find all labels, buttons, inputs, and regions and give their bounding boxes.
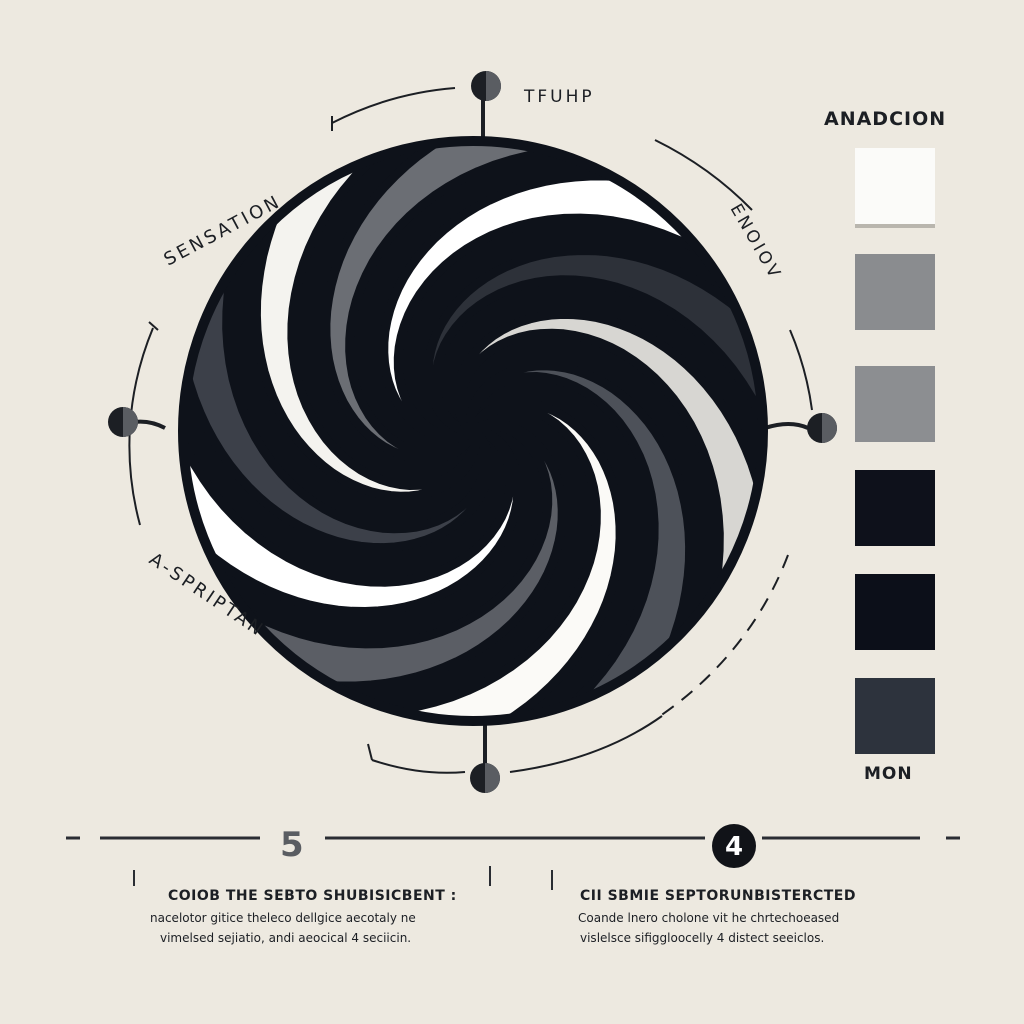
outer-ring: [128, 87, 813, 774]
spiral-core: [463, 421, 483, 441]
ring-arc-right: [789, 329, 813, 411]
spiral-disc: [178, 136, 768, 726]
legend-footer: MON: [864, 764, 913, 784]
knob-left[interactable]: [108, 407, 138, 437]
ring-arc-top-right: [654, 139, 753, 211]
caption-right-line2: vislelsce sifiggloocelly 4 distect seeic…: [580, 931, 825, 945]
caption-right-title: CII SBMIE SEPTORUNBISTERCTED: [580, 888, 856, 904]
spiral-arm: [251, 143, 480, 501]
caption-ticks: [133, 866, 553, 890]
ring-arc-bottom: [371, 759, 466, 774]
legend-swatch-6: [855, 678, 935, 754]
step-number-4: 4: [725, 832, 743, 862]
ring-arc-bottom-right: [659, 554, 789, 717]
caption-left-title: COIOB THE SEBTO SHUBISICBENT :: [168, 888, 457, 904]
legend-swatch-5: [855, 574, 935, 650]
legend-title: ANADCION: [824, 108, 947, 130]
caption-left-line2: vimelsed sejiatio, andi aeocical 4 secii…: [160, 931, 412, 945]
label-top-right: ENOIOV: [726, 201, 786, 284]
ring-arc-top-left: [331, 87, 456, 124]
step-number-5: 5: [280, 825, 304, 865]
legend-swatch-4: [855, 470, 935, 546]
spiral-arm: [185, 419, 567, 691]
spiral-arm: [423, 246, 761, 529]
step-number-4-badge: 4: [712, 824, 756, 868]
legend-swatch-2: [855, 254, 935, 330]
knob-bottom[interactable]: [470, 763, 500, 793]
spiral-arm: [466, 361, 695, 719]
knob-right[interactable]: [807, 413, 837, 443]
caption-right-line1: Coande lnero cholone vit he chrtechoease…: [578, 911, 840, 925]
knob-top[interactable]: [471, 71, 501, 101]
label-top: TFUHP: [523, 87, 595, 107]
caption-left-line1: nacelotor gitice theleco dellgice aecota…: [150, 911, 416, 925]
legend-swatch-1: [855, 148, 935, 224]
spiral-arm: [185, 333, 523, 616]
legend-swatch-3: [855, 366, 935, 442]
spiral-arm: [379, 171, 761, 443]
ring-arc-bottom-2: [509, 715, 663, 773]
